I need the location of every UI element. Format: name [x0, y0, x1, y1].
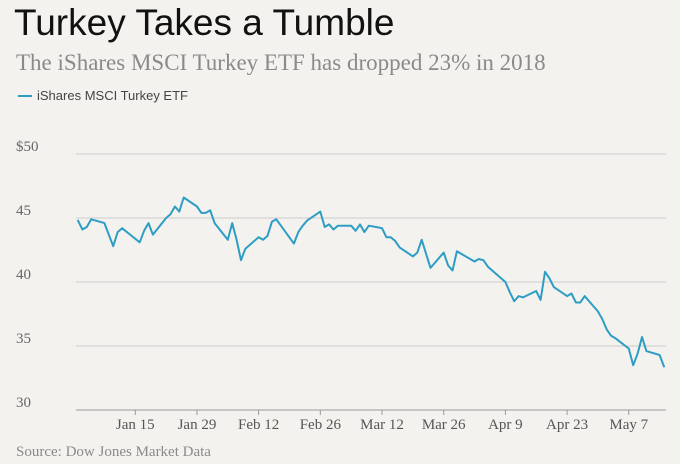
chart-title: Turkey Takes a Tumble — [14, 2, 395, 43]
x-tick-label: Mar 12 — [360, 417, 404, 433]
y-tick-label: 40 — [16, 267, 31, 283]
legend-label: iShares MSCI Turkey ETF — [37, 88, 188, 103]
legend: iShares MSCI Turkey ETF — [18, 88, 188, 103]
x-tick-label: Apr 23 — [546, 417, 588, 433]
x-tick-label: Feb 26 — [300, 417, 342, 433]
y-tick-label: 45 — [16, 203, 31, 219]
x-tick-label: Apr 9 — [488, 417, 523, 433]
x-tick-label: Jan 29 — [178, 417, 217, 433]
y-tick-label: 30 — [16, 395, 31, 411]
series-line — [77, 196, 665, 368]
legend-swatch — [18, 94, 32, 97]
source-note: Source: Dow Jones Market Data — [16, 444, 211, 460]
x-tick-label: Jan 15 — [116, 417, 155, 433]
x-tick-label: Feb 12 — [238, 417, 279, 433]
x-tick-label: May 7 — [609, 417, 648, 433]
chart-subtitle: The iShares MSCI Turkey ETF has dropped … — [16, 50, 546, 75]
y-tick-label: 35 — [16, 331, 31, 347]
x-tick-label: Mar 26 — [422, 417, 466, 433]
y-tick-label: $50 — [16, 139, 39, 155]
